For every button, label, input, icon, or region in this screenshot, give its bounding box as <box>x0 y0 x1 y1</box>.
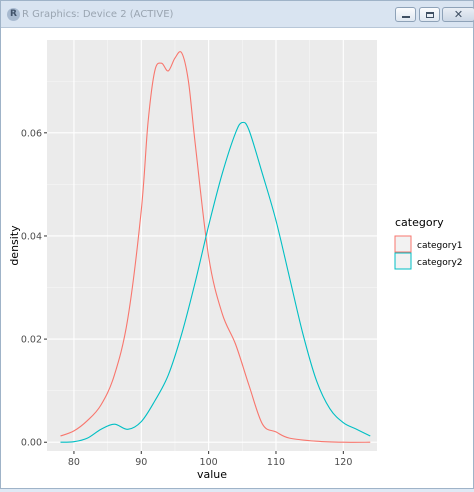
x-tick-label: 110 <box>267 457 285 468</box>
legend-label: category1 <box>417 241 463 251</box>
maximize-icon <box>425 11 434 18</box>
density-chart: 80 90 100 110 120 0.00 0.02 0.04 0.06 value densit… <box>8 40 463 481</box>
minimize-icon <box>401 16 410 18</box>
y-tick-label: 0.02 <box>21 335 42 346</box>
x-tick-label: 100 <box>200 457 218 468</box>
x-tick-label: 90 <box>135 457 147 468</box>
window-title: R Graphics: Device 2 (ACTIVE) <box>22 9 174 20</box>
plot-panel <box>47 40 377 451</box>
legend-label: category2 <box>417 258 463 268</box>
y-tick-label: 0.00 <box>21 438 42 449</box>
maximize-button[interactable] <box>419 7 440 22</box>
y-tick-label: 0.06 <box>21 128 42 139</box>
close-icon: ✕ <box>453 8 464 21</box>
y-axis-title: density <box>8 225 21 266</box>
minimize-button[interactable] <box>395 7 416 22</box>
window-titlebar[interactable]: R R Graphics: Device 2 (ACTIVE) ✕ <box>1 1 474 28</box>
density-line-category1 <box>60 51 371 443</box>
x-axis-title: value <box>197 468 227 481</box>
legend-key-category1 <box>394 235 412 253</box>
x-tick-label: 120 <box>334 457 352 468</box>
density-line-category2 <box>60 121 371 443</box>
x-tick-label: 80 <box>68 457 80 468</box>
legend-title: category <box>395 216 444 229</box>
plot-area: 80 90 100 110 120 0.00 0.02 0.04 0.06 value densit… <box>1 28 473 488</box>
legend-key-category2 <box>394 252 412 270</box>
y-tick-label: 0.04 <box>21 231 42 242</box>
r-app-icon: R <box>7 8 20 21</box>
close-button[interactable]: ✕ <box>442 7 474 22</box>
